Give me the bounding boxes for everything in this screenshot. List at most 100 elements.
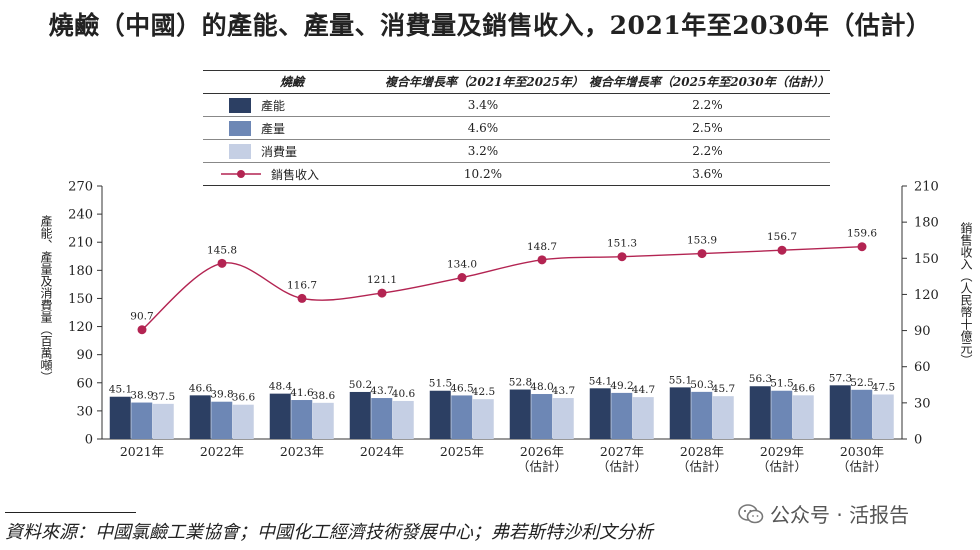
bar-value-label: 54.1 (589, 375, 612, 387)
bar-value-label: 55.1 (669, 374, 692, 386)
bar-value-label: 50.2 (349, 379, 372, 391)
bar-value-label: 46.6 (792, 382, 816, 394)
bar-value-label: 38.6 (312, 390, 336, 402)
x-tick-label: 2030年（估計） (837, 444, 887, 474)
bar-value-label: 49.2 (610, 380, 633, 392)
bar (669, 387, 691, 439)
bar-value-label: 45.1 (109, 384, 132, 396)
bar (531, 394, 553, 439)
bar-value-label: 51.5 (429, 378, 452, 390)
bar (312, 402, 334, 439)
y-left-tick-label: 60 (76, 376, 93, 391)
bar-value-label: 47.5 (872, 381, 895, 393)
revenue-value-label: 153.9 (687, 235, 717, 247)
legend-header-cagr-2025-2030: 複合年增長率（2025年至2030年（估計）） (584, 70, 830, 94)
legend-row-revenue: 銷售收入 10.2% 3.6% (203, 162, 830, 186)
y-left-tick-label: 0 (85, 433, 93, 448)
bar-value-label: 43.7 (552, 385, 575, 397)
y-right-tick-label: 150 (914, 252, 939, 267)
bar (632, 397, 654, 439)
y-left-tick-label: 90 (76, 348, 93, 363)
revenue-value-label: 151.3 (607, 238, 637, 250)
legend-cagr-value: 2.5% (584, 116, 830, 140)
y-left-tick-label: 120 (68, 320, 93, 335)
bar-value-label: 36.6 (232, 392, 256, 404)
bar (589, 388, 611, 439)
revenue-value-label: 159.6 (847, 228, 877, 240)
bar (131, 402, 153, 439)
y-left-tick-label: 180 (68, 264, 93, 279)
bar-value-label: 46.5 (450, 382, 473, 394)
bar (691, 391, 713, 439)
bar-value-label: 45.7 (712, 383, 735, 395)
legend-label: 產量 (261, 121, 286, 136)
watermark-text: 公众号 · 活报告 (770, 503, 910, 527)
bar-value-label: 37.5 (152, 391, 175, 403)
x-tick-label: 2027年（估計） (597, 444, 647, 474)
revenue-point (217, 258, 227, 268)
x-tick-label: 2023年 (280, 444, 324, 459)
wechat-icon (738, 503, 764, 523)
bar (211, 401, 233, 439)
bar-value-label: 38.9 (130, 390, 153, 402)
bar (712, 396, 734, 439)
x-tick-label: 2028年（估計） (677, 444, 727, 474)
bar (472, 399, 494, 439)
bar (189, 395, 211, 439)
legend-row-consumption: 消費量 3.2% 2.2% (203, 139, 830, 163)
legend-cagr-value: 10.2% (381, 162, 585, 186)
revenue-point (617, 252, 627, 262)
chart-title: 燒鹼（中國）的產能、產量、消費量及銷售收入，2021年至2030年（估計） (48, 11, 932, 40)
revenue-value-label: 116.7 (287, 279, 317, 291)
revenue-point (457, 273, 467, 283)
consumption-swatch (229, 143, 251, 159)
y-left-tick-label: 30 (76, 404, 93, 419)
y-axis-left-label: 產能、產量及消費量（百萬噸） (39, 215, 53, 383)
bar (392, 400, 414, 439)
bar (611, 392, 633, 439)
revenue-point (697, 249, 707, 259)
x-tick-label: 2024年 (360, 444, 404, 459)
bar-value-label: 50.3 (690, 379, 713, 391)
x-tick-label: 2025年 (440, 444, 484, 459)
revenue-value-label: 145.8 (207, 244, 237, 256)
y-left-tick-label: 240 (68, 208, 93, 223)
bar (152, 403, 174, 439)
bar-value-label: 41.6 (290, 387, 314, 399)
bar (232, 404, 254, 439)
legend-cagr-value: 3.6% (584, 162, 830, 186)
y-right-tick-label: 60 (914, 360, 931, 375)
cagr-legend-table: 燒鹼 複合年增長率（2021年至2025年） 複合年增長率（2025年至2030… (203, 70, 830, 186)
bar (552, 398, 574, 439)
legend-cagr-value: 3.4% (381, 93, 585, 117)
bar (451, 395, 473, 439)
revenue-point (777, 245, 787, 255)
revenue-point (377, 288, 387, 298)
bar-value-label: 52.8 (509, 377, 532, 389)
revenue-line-swatch (221, 170, 261, 178)
revenue-point (857, 242, 867, 252)
legend-header-row: 燒鹼 複合年增長率（2021年至2025年） 複合年增長率（2025年至2030… (203, 70, 830, 94)
bar-value-label: 56.3 (749, 373, 772, 385)
watermark: 公众号 · 活报告 (738, 499, 909, 528)
bar (429, 390, 451, 439)
revenue-value-label: 121.1 (367, 274, 397, 286)
y-left-tick-label: 210 (68, 236, 93, 251)
y-right-tick-label: 90 (914, 324, 931, 339)
x-tick-label: 2029年（估計） (757, 444, 807, 474)
x-tick-label: 2021年 (120, 444, 164, 459)
revenue-point (537, 255, 547, 265)
legend-cagr-value: 2.2% (584, 139, 830, 163)
bar-value-label: 52.5 (850, 377, 873, 389)
x-tick-label: 2026年（估計） (517, 444, 567, 474)
bar-value-label: 46.6 (189, 382, 213, 394)
y-left-tick-label: 150 (68, 292, 93, 307)
footer-rule (5, 512, 136, 513)
legend-cagr-value: 3.2% (381, 139, 585, 163)
bar (771, 390, 793, 439)
y-right-tick-label: 180 (914, 216, 939, 231)
x-tick-label: 2022年 (200, 444, 244, 459)
bar (872, 394, 894, 439)
revenue-point (297, 293, 307, 303)
